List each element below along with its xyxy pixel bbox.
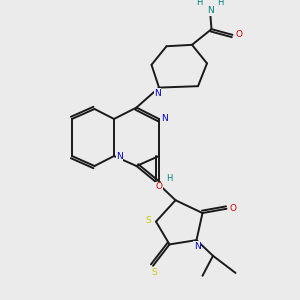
Text: N: N <box>116 152 123 161</box>
Text: S: S <box>152 268 158 277</box>
Text: N: N <box>162 114 168 123</box>
Text: S: S <box>146 216 152 225</box>
Text: H: H <box>166 174 173 183</box>
Text: O: O <box>155 182 163 191</box>
Text: H: H <box>196 0 203 7</box>
Text: N: N <box>194 242 200 251</box>
Text: H: H <box>217 0 224 7</box>
Text: N: N <box>154 89 161 98</box>
Text: O: O <box>236 30 243 39</box>
Text: N: N <box>207 6 213 15</box>
Text: O: O <box>230 204 237 213</box>
